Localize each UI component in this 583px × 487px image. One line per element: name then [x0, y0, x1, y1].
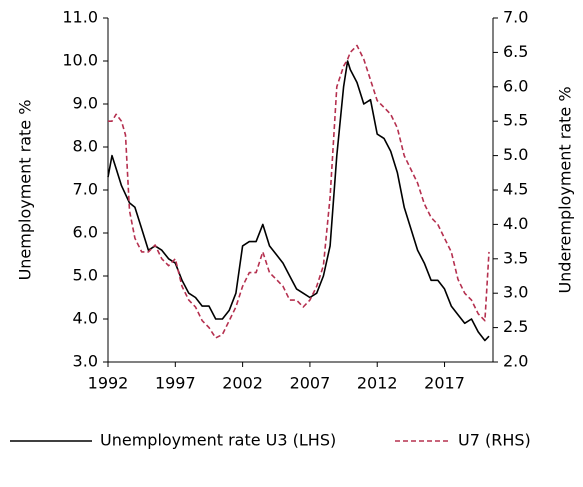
y2-tick-label: 4.5 [503, 180, 528, 199]
y-tick-label: 10.0 [62, 51, 98, 70]
x-tick-label: 2017 [424, 374, 465, 393]
x-tick-label: 1997 [155, 374, 196, 393]
y2-tick-label: 3.5 [503, 248, 528, 267]
y-tick-label: 11.0 [62, 8, 98, 27]
y-tick-label: 9.0 [73, 94, 98, 113]
y-tick-label: 8.0 [73, 137, 98, 156]
x-tick-label: 2007 [290, 374, 331, 393]
y2-tick-label: 2.0 [503, 352, 528, 371]
y2-tick-label: 4.0 [503, 214, 528, 233]
y2-tick-label: 3.0 [503, 283, 528, 302]
y-tick-label: 7.0 [73, 180, 98, 199]
series-line [107, 60, 490, 342]
y2-tick-label: 5.0 [503, 145, 528, 164]
y2-tick-label: 5.5 [503, 111, 528, 130]
x-tick-label: 2012 [357, 374, 398, 393]
y2-tick-label: 6.5 [503, 42, 528, 61]
y-tick-label: 4.0 [73, 309, 98, 328]
y-tick-label: 3.0 [73, 352, 98, 371]
y-tick-label: 6.0 [73, 223, 98, 242]
y2-tick-label: 6.0 [503, 76, 528, 95]
x-tick-label: 2002 [222, 374, 263, 393]
series-line [108, 44, 490, 339]
y-axis-label: Unemployment rate % [16, 100, 35, 281]
legend-label: Unemployment rate U3 (LHS) [100, 431, 336, 450]
x-tick-label: 1992 [88, 374, 129, 393]
y2-tick-label: 7.0 [503, 8, 528, 27]
y2-axis-label: Underemployment rate % [556, 86, 575, 293]
y-tick-label: 5.0 [73, 266, 98, 285]
legend-label: U7 (RHS) [458, 431, 531, 450]
y2-tick-label: 2.5 [503, 317, 528, 336]
